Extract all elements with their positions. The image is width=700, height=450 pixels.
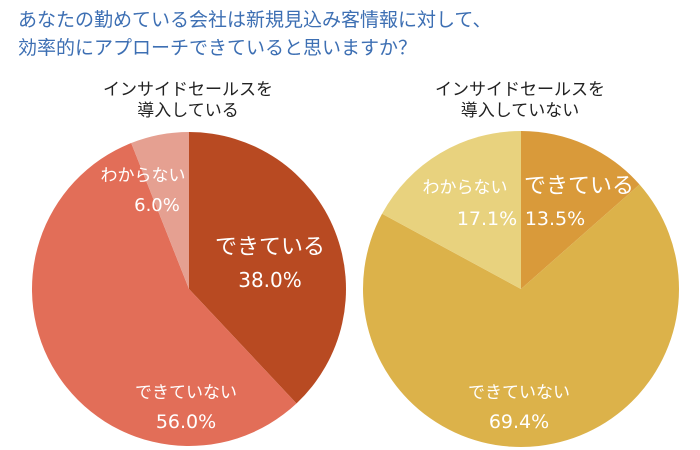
slice-value-label: 38.0% — [238, 268, 302, 292]
slice-label: できていない — [468, 383, 570, 403]
pie-slice — [131, 132, 189, 289]
pie-chart-with-inside-sales: できている 38.0% できていない 56.0% わからない 6.0% — [31, 132, 346, 447]
question-line-1: あなたの勤めている会社は新規見込み客情報に対して、 — [18, 9, 492, 31]
pie-slice — [189, 132, 346, 404]
pie-slice — [363, 184, 680, 447]
question-line-2: 効率的にアプローチできていると思いますか？ — [18, 37, 418, 59]
slice-label: できていない — [135, 383, 237, 403]
pie-title-without-inside-sales: インサイドセールスを 導入していない — [400, 80, 640, 122]
pie-title-line: 導入していない — [460, 101, 580, 121]
pie-slice — [521, 130, 640, 289]
pie-slice — [31, 143, 297, 447]
slice-value-label: 13.5% — [525, 208, 585, 230]
slice-label: できている — [524, 174, 634, 199]
pie-chart-without-inside-sales: できている 13.5% できていない 69.4% わからない 17.1% — [363, 130, 680, 447]
slice-value-label: 6.0% — [134, 195, 180, 216]
pie-title-line: 導入している — [137, 101, 239, 121]
slice-value-label: 69.4% — [489, 411, 549, 433]
slice-label: わからない — [101, 166, 186, 186]
slice-value-label: 17.1% — [457, 208, 517, 230]
slice-label: できている — [215, 235, 325, 260]
pie-slice — [382, 131, 521, 289]
slice-value-label: 56.0% — [156, 411, 216, 433]
slice-label: わからない — [423, 178, 508, 198]
chart-question-title: あなたの勤めている会社は新規見込み客情報に対して、 効率的にアプローチできている… — [18, 6, 688, 62]
pie-title-line: インサイドセールスを — [435, 80, 605, 100]
pie-title-with-inside-sales: インサイドセールスを 導入している — [68, 80, 308, 122]
pie-title-line: インサイドセールスを — [103, 80, 273, 100]
